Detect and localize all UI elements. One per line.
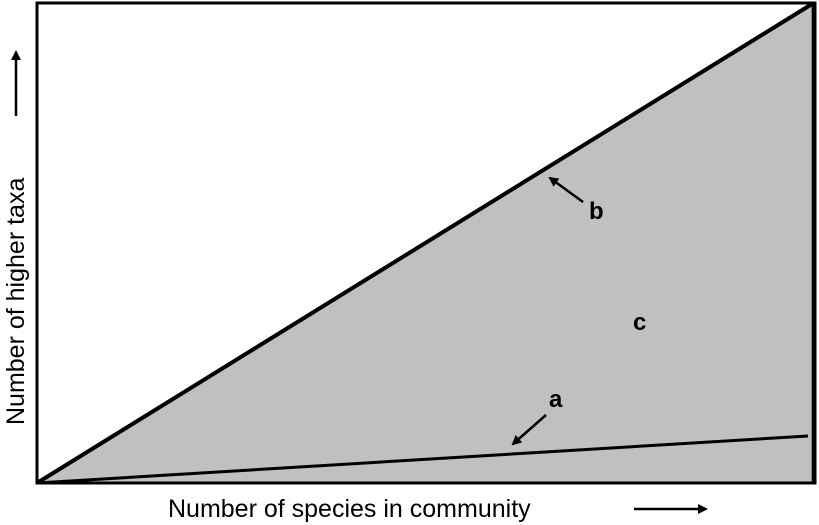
upper-bound-line-b — [35, 2, 814, 485]
pointer-arrow-b — [548, 176, 584, 204]
label-b: b — [589, 198, 604, 225]
label-a: a — [549, 386, 563, 413]
pointer-arrow-a — [511, 414, 547, 446]
x-axis-label: Number of species in community — [168, 495, 531, 523]
label-c: c — [633, 309, 646, 336]
y-axis-label: Number of higher taxa — [2, 178, 30, 425]
lower-line-a — [36, 434, 809, 485]
